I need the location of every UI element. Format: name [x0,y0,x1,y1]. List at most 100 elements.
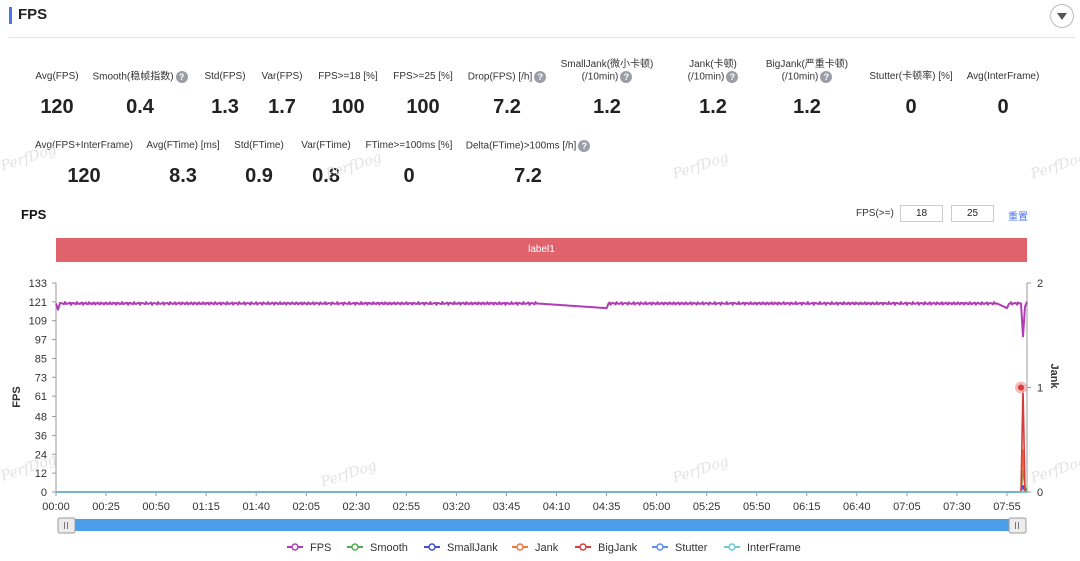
metric-label: Avg(InterFrame) [966,71,1040,82]
metric-metrics_row1-9: BigJank(严重卡顿) (/10min)? 1.2 [737,59,877,118]
chart-title: FPS [21,207,47,222]
metric-label-unit: (/10min)? [643,71,783,84]
metric-metrics_row1-5: FPS>=25 [%] 100 [353,71,493,118]
metric-value: 7.2 [493,96,521,118]
metric-label: Jank(卡顿) [689,59,737,70]
metric-value: 1.2 [699,96,727,118]
series-line-smalljank[interactable] [56,484,1027,493]
legend-marker [728,543,736,551]
metric-label: Var(FTime) [301,140,351,151]
fps-threshold-input-1[interactable] [900,205,943,222]
metric-metrics_row1-11: Avg(InterFrame) 0 [933,71,1073,118]
metric-metrics_row1-6: Drop(FPS) [/h]? 7.2 [437,71,577,118]
x-tick-label: 00:00 [42,501,70,513]
metric-metrics_row1-2: Std(FPS) 1.3 [155,71,295,118]
metric-value: 0.8 [312,165,340,187]
help-icon[interactable]: ? [820,71,833,83]
series-line-bigjank[interactable] [56,386,1027,493]
help-icon[interactable]: ? [620,71,633,83]
y-tick-label: 133 [29,278,47,290]
page-title: FPS [18,6,48,23]
series-line-jank[interactable] [56,449,1027,493]
y2-axis-title: Jank [1048,363,1060,389]
page-header: FPS [0,0,1080,38]
x-tick-label: 00:25 [92,501,120,513]
series-line-fps[interactable] [55,301,1028,338]
metric-value: 100 [331,96,365,118]
metric-label: Avg(FTime) [ms] [146,140,220,151]
legend-marker [291,543,299,551]
header-accent-bar [9,7,12,24]
help-icon[interactable]: ? [726,71,739,83]
metric-value: 100 [406,96,440,118]
zoom-handle-left[interactable] [57,517,76,534]
metric-metrics_row1-0: Avg(FPS) 120 [0,71,127,118]
fps-threshold-input-2[interactable] [951,205,994,222]
bigjank-highlight-point[interactable] [1017,384,1024,391]
metric-metrics_row2-1: Avg(FTime) [ms] 8.3 [113,140,253,187]
x-tick-label: 06:15 [793,501,821,513]
metric-label: FPS>=25 [%] [393,71,453,82]
metric-value: 1.2 [593,96,621,118]
legend-label-interframe: InterFrame [747,542,801,554]
zoom-handle-right[interactable] [1008,517,1027,534]
y-tick-label: 97 [35,335,47,347]
metric-label-unit: (/10min)? [737,71,877,84]
metric-label: Std(FTime) [234,140,284,151]
metric-metrics_row1-7: SmallJank(微小卡顿) (/10min)? 1.2 [537,59,677,118]
x-tick-label: 07:55 [993,501,1021,513]
legend-label-fps: FPS [310,542,331,554]
y2-tick-label: 1 [1037,383,1043,395]
legend-label-stutter: Stutter [675,542,708,554]
label-bar[interactable]: label1 [56,238,1027,262]
y-tick-label: 109 [29,316,47,328]
metric-metrics_row2-5: Delta(FTime)>100ms [/h]? 7.2 [458,140,598,187]
fps-filter-label: FPS(>=) [856,208,894,219]
zoom-slider-range[interactable] [66,519,1018,531]
metric-value: 0 [997,96,1009,118]
y-tick-label: 85 [35,353,47,365]
x-tick-label: 06:40 [843,501,871,513]
reset-button[interactable]: 重置 [1008,212,1028,223]
metric-value: 7.2 [514,165,542,187]
y-tick-label: 61 [35,391,47,403]
x-tick-label: 01:40 [242,501,270,513]
metric-value: 120 [67,165,101,187]
metric-label: Drop(FPS) [/h]? [437,71,577,84]
metric-label: Std(FPS) [204,71,246,82]
metric-value: 0 [905,96,917,118]
legend-marker [516,543,524,551]
x-tick-label: 07:05 [893,501,921,513]
y-tick-label: 12 [35,468,47,480]
y-tick-label: 121 [29,297,47,309]
series-line-smooth[interactable] [56,469,1028,493]
metric-label: SmallJank(微小卡顿) [560,59,654,70]
help-icon[interactable]: ? [578,140,591,152]
y-tick-label: 48 [35,412,47,424]
x-tick-label: 01:15 [192,501,220,513]
help-icon[interactable]: ? [534,71,547,83]
y-axis-title: FPS [11,386,23,407]
metric-metrics_row2-3: Var(FTime) 0.8 [256,140,396,187]
x-tick-label: 02:05 [292,501,320,513]
x-tick-label: 07:30 [943,501,971,513]
metric-value: 0.9 [245,165,273,187]
metric-metrics_row2-4: FTime>=100ms [%] 0 [339,140,479,187]
metric-label: BigJank(严重卡顿) [765,59,849,70]
metric-metrics_row1-1: Smooth(稳帧指数)? 0.4 [70,71,210,118]
metric-label: Avg(FPS) [35,71,79,82]
x-tick-label: 05:50 [743,501,771,513]
legend-marker [428,543,436,551]
metric-value: 0.4 [126,96,154,118]
metric-label: Smooth(稳帧指数)? [70,71,210,84]
x-tick-label: 00:50 [142,501,170,513]
y-tick-label: 36 [35,430,47,442]
help-icon[interactable]: ? [175,71,188,83]
collapse-button[interactable] [1050,4,1074,28]
metric-label: Var(FPS) [261,71,303,82]
y-tick-label: 24 [35,449,47,461]
metric-label: Stutter(卡顿率) [%] [869,71,953,82]
metric-metrics_row2-0: Avg(FPS+InterFrame) 120 [14,140,154,187]
metric-metrics_row2-2: Std(FTime) 0.9 [189,140,329,187]
